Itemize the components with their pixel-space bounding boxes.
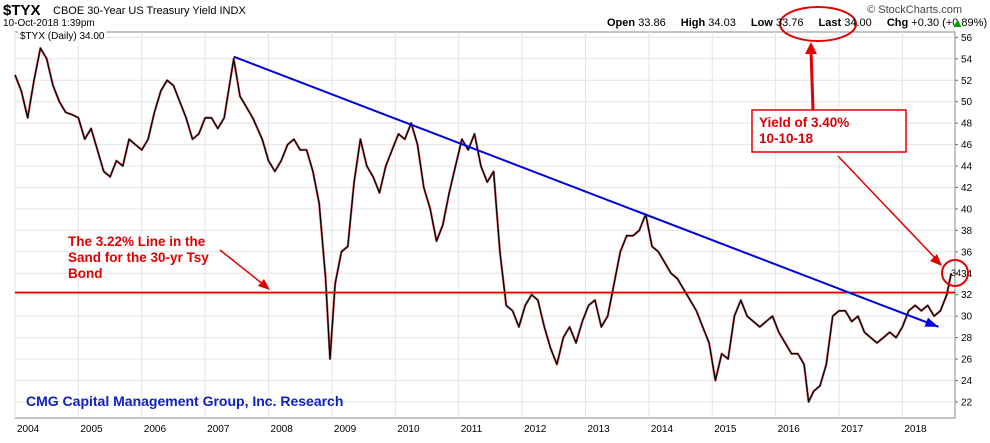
y-tick-label: 52 bbox=[961, 76, 973, 87]
last-value-highlight bbox=[779, 6, 857, 42]
ticker-symbol: $TYX bbox=[3, 2, 41, 19]
annotation-sand-line-text: Sand for the 30-yr Tsy bbox=[68, 250, 209, 265]
annotation-yield-text: 10-10-18 bbox=[759, 131, 814, 146]
y-tick-label: 36 bbox=[961, 247, 973, 258]
y-tick-label: 30 bbox=[961, 312, 973, 323]
low-stat: Low 33.76 bbox=[751, 17, 810, 29]
annotation-yield-up-arrowhead bbox=[805, 42, 817, 54]
open-stat: Open 33.86 bbox=[607, 17, 672, 29]
footer-credit: CMG Capital Management Group, Inc. Resea… bbox=[26, 393, 343, 409]
x-tick-label: 2004 bbox=[17, 424, 40, 435]
y-tick-label: 26 bbox=[961, 355, 973, 366]
last-price-highlight bbox=[941, 259, 969, 287]
y-tick-label: 40 bbox=[961, 204, 973, 215]
y-tick-label: 44 bbox=[961, 162, 973, 173]
y-tick-label: 22 bbox=[961, 397, 973, 408]
open-label: Open bbox=[607, 17, 636, 29]
x-tick-label: 2018 bbox=[904, 424, 927, 435]
annotation-yield-text: Yield of 3.40% bbox=[759, 115, 849, 130]
ticker-description: CBOE 30-Year US Treasury Yield INDX bbox=[53, 5, 246, 17]
chg-stat: Chg +0.30 (+0.89%) bbox=[887, 17, 990, 29]
x-tick-label: 2011 bbox=[461, 424, 483, 435]
x-tick-label: 2012 bbox=[524, 424, 547, 435]
high-value: 34.03 bbox=[708, 17, 736, 29]
price-series-line bbox=[14, 47, 952, 403]
annotation-yield-down-arrow bbox=[837, 155, 937, 260]
open-value: 33.86 bbox=[638, 17, 666, 29]
y-tick-label: 50 bbox=[961, 97, 973, 108]
annotation-yield-down-arrowhead bbox=[930, 254, 942, 266]
chg-label: Chg bbox=[886, 17, 909, 29]
price-stats: Open 33.86 High 34.03 Low 33.76 Last 34.… bbox=[607, 17, 990, 29]
x-tick-label: 2005 bbox=[80, 424, 103, 435]
last-value: 34.00 bbox=[844, 17, 872, 29]
x-tick-label: 2009 bbox=[334, 424, 357, 435]
stockcharts-watermark: © StockCharts.com bbox=[867, 4, 962, 16]
low-label: Low bbox=[750, 17, 773, 29]
y-tick-label: 56 bbox=[961, 33, 973, 44]
up-arrow-icon[interactable]: ▲ bbox=[951, 15, 964, 30]
last-stat: Last 34.00 bbox=[819, 17, 878, 29]
annotation-yield-up-arrow bbox=[809, 49, 815, 111]
x-tick-label: 2015 bbox=[714, 424, 737, 435]
high-stat: High 34.03 bbox=[681, 17, 742, 29]
trendline bbox=[233, 55, 939, 328]
x-tick-label: 2016 bbox=[778, 424, 801, 435]
x-tick-label: 2007 bbox=[207, 424, 230, 435]
chart-datetime: 10-Oct-2018 1:39pm bbox=[3, 18, 95, 29]
chg-value: +0.30 (+0.89%) bbox=[911, 17, 988, 29]
low-value: 33.76 bbox=[775, 17, 804, 29]
x-tick-label: 2008 bbox=[271, 424, 294, 435]
series-legend: $TYX (Daily) 34.00 bbox=[18, 31, 107, 42]
trendline-arrowhead bbox=[924, 317, 939, 327]
x-tick-label: 2010 bbox=[397, 424, 420, 435]
x-tick-label: 2006 bbox=[144, 424, 167, 435]
y-tick-label: 42 bbox=[961, 183, 973, 194]
y-tick-label: 46 bbox=[961, 140, 973, 151]
annotation-sand-line-text: Bond bbox=[68, 266, 103, 281]
y-tick-label: 34 bbox=[961, 269, 973, 280]
x-tick-label: 2013 bbox=[587, 424, 610, 435]
annotation-sand-line-arrow bbox=[219, 249, 265, 286]
y-tick-label: 38 bbox=[961, 226, 973, 237]
y-tick-label: 32 bbox=[961, 290, 973, 301]
last-label: Last bbox=[818, 17, 842, 29]
y-tick-label: 54 bbox=[961, 54, 973, 65]
annotation-sand-line-arrowhead bbox=[258, 279, 270, 290]
x-tick-label: 2017 bbox=[841, 424, 864, 435]
last-price-marker: 34 bbox=[951, 268, 961, 278]
annotation-sand-line-text: The 3.22% Line in the bbox=[68, 234, 206, 249]
high-label: High bbox=[680, 17, 706, 29]
annotation-yield-box bbox=[751, 109, 907, 153]
y-tick-label: 24 bbox=[961, 376, 973, 387]
x-tick-label: 2014 bbox=[651, 424, 674, 435]
plot-area bbox=[14, 31, 956, 419]
y-tick-label: 28 bbox=[961, 333, 973, 344]
y-tick-label: 48 bbox=[961, 119, 973, 130]
